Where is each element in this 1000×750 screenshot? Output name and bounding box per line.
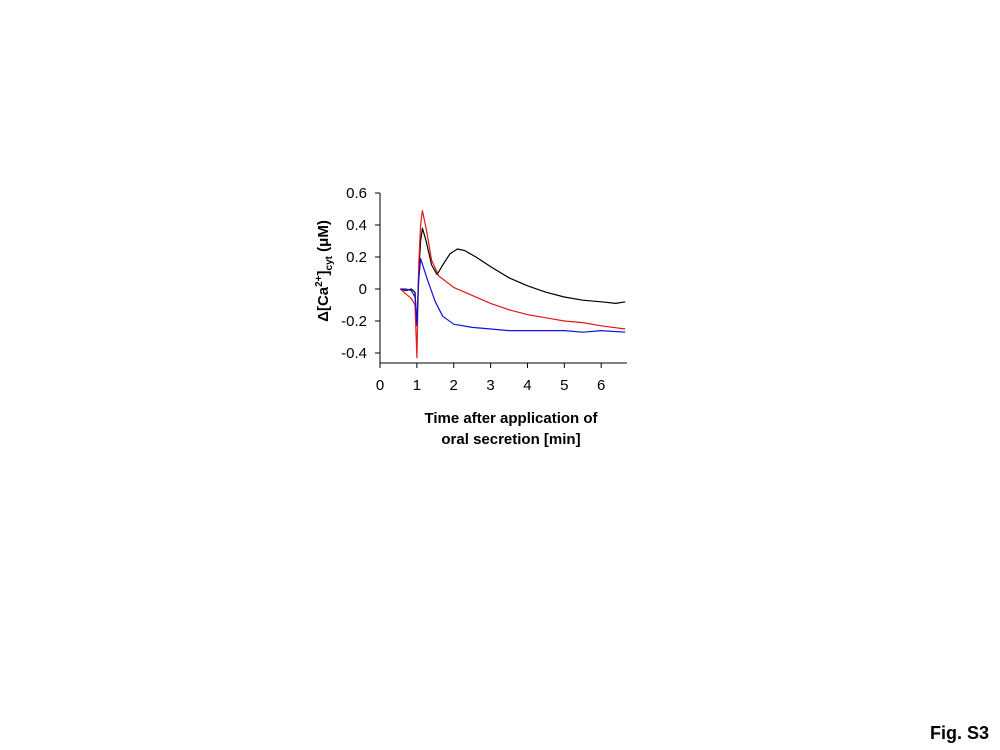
- y-tick-label: -0.2: [341, 313, 367, 330]
- x-tick-label: 4: [523, 377, 531, 394]
- y-axis-label-delta: Δ: [315, 311, 332, 322]
- chart-axes: -0.4 -0.2 0 0.2 0.4 0.6 0 1 2 3 4 5 6: [341, 185, 627, 394]
- x-axis-label-line2: oral secretion [min]: [441, 431, 580, 448]
- figure-label: Fig. S3: [929, 723, 989, 743]
- x-tick-label: 1: [413, 377, 421, 394]
- y-axis-label-sub: cyt: [324, 255, 335, 270]
- series-line-black: [400, 227, 626, 327]
- y-tick-label: 0.4: [346, 217, 367, 234]
- y-axis-label-sup: 2+: [314, 275, 325, 287]
- x-tick-label: 3: [486, 377, 494, 394]
- y-axis-label-base: [Ca: [315, 286, 332, 311]
- y-tick-label: 0.2: [346, 249, 367, 266]
- x-tick-label: 6: [597, 377, 605, 394]
- x-axis-label-line1: Time after application of: [424, 410, 598, 427]
- y-tick-label: -0.4: [341, 345, 367, 362]
- x-tick-label: 2: [450, 377, 458, 394]
- chart-series-layer: [399, 210, 626, 359]
- series-line-red: [399, 210, 626, 359]
- y-tick-label: 0.6: [346, 185, 367, 202]
- y-axis-label-unit: (μM): [315, 220, 332, 256]
- y-axis-label: Δ[Ca2+]cyt (μM): [314, 220, 335, 322]
- x-tick-label: 5: [560, 377, 568, 394]
- y-axis-label-close: ]: [315, 270, 332, 275]
- series-line-blue: [400, 258, 626, 333]
- y-tick-label: 0: [359, 281, 367, 298]
- x-tick-label: 0: [376, 377, 384, 394]
